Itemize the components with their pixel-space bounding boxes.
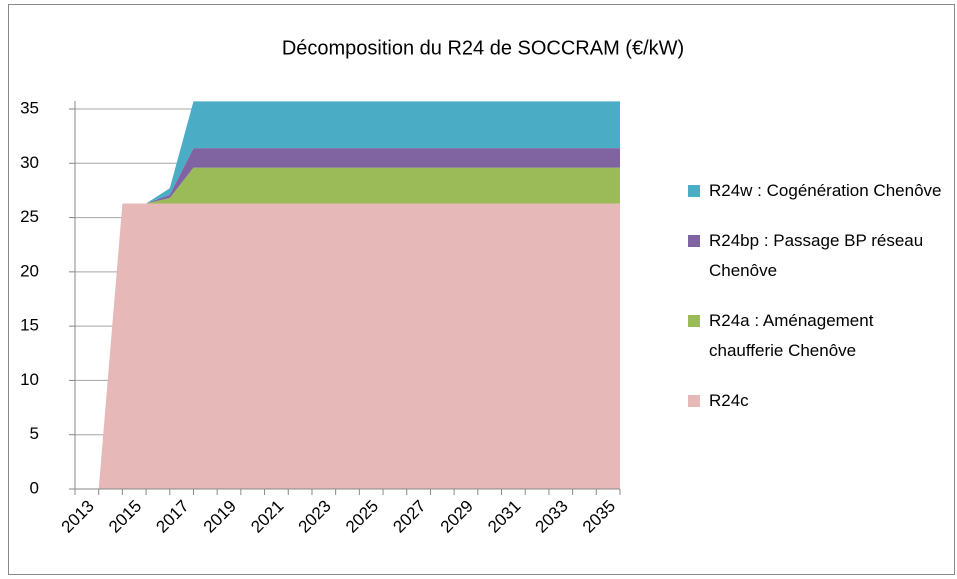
y-tick-label: 15 xyxy=(20,316,39,335)
legend: R24w : Cogénération Chenôve R24bp : Passa… xyxy=(688,176,950,436)
legend-swatch xyxy=(688,235,700,247)
y-tick-label: 20 xyxy=(20,261,39,280)
y-tick-label: 10 xyxy=(20,370,39,389)
legend-label: R24w : Cogénération Chenôve xyxy=(709,181,942,200)
y-tick-label: 5 xyxy=(30,424,39,443)
y-tick-label: 0 xyxy=(30,478,39,497)
y-tick-label: 35 xyxy=(20,98,39,117)
legend-item: R24bp : Passage BP réseau Chenôve xyxy=(688,226,950,286)
legend-label: R24c xyxy=(709,391,749,410)
legend-swatch xyxy=(688,315,700,327)
legend-swatch xyxy=(688,185,700,197)
legend-item: R24c xyxy=(688,386,950,416)
area xyxy=(75,203,620,489)
legend-item: R24w : Cogénération Chenôve xyxy=(688,176,950,206)
y-tick-label: 30 xyxy=(20,153,39,172)
legend-label: R24bp : Passage BP réseau Chenôve xyxy=(709,231,924,280)
area xyxy=(75,101,620,490)
y-tick-label: 25 xyxy=(20,207,39,226)
area xyxy=(75,167,620,489)
legend-item: R24a : Aménagement chaufferie Chenôve xyxy=(688,306,950,366)
legend-swatch xyxy=(688,395,700,407)
legend-label: R24a : Aménagement chaufferie Chenôve xyxy=(709,311,874,360)
chart-title: Décomposition du R24 de SOCCRAM (€/kW) xyxy=(282,37,684,59)
